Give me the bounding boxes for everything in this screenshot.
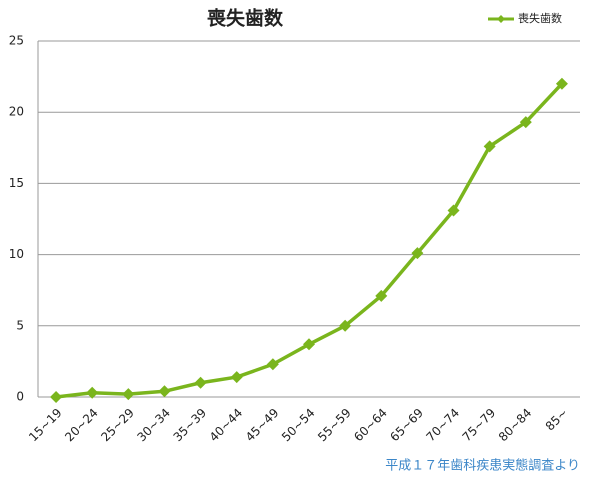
point-marker (194, 376, 207, 389)
point-marker (555, 77, 568, 90)
point-marker (50, 391, 63, 403)
y-tick-label: 25 (9, 34, 24, 48)
point-marker (339, 319, 352, 332)
x-tick-label: 60~64 (351, 406, 390, 445)
point-marker (158, 385, 171, 398)
legend-label: 喪失歯数 (518, 11, 562, 25)
x-tick-label: 75~79 (460, 406, 499, 445)
x-tick-label: 20~24 (62, 406, 101, 445)
source-note: 平成１７年歯科疾患実態調査より (385, 458, 580, 474)
point-marker (266, 358, 279, 371)
x-tick-label: 25~29 (98, 406, 137, 445)
point-marker (86, 386, 99, 399)
y-tick-label: 15 (9, 176, 24, 190)
point-marker (230, 371, 243, 384)
x-tick-label: 45~49 (243, 406, 282, 445)
point-marker (447, 204, 460, 217)
point-marker (483, 140, 496, 153)
y-tick-label: 0 (16, 390, 24, 404)
x-tick-label: 15~19 (26, 406, 65, 445)
x-tick-label: 40~44 (207, 406, 246, 445)
legend-marker (497, 15, 505, 23)
point-marker (122, 388, 135, 401)
x-tick-label: 65~69 (387, 406, 426, 445)
point-marker (519, 116, 532, 129)
point-marker (303, 338, 315, 351)
y-tick-label: 20 (9, 105, 24, 119)
x-tick-label: 70~74 (424, 406, 463, 445)
x-tick-label: 80~84 (496, 406, 535, 445)
y-tick-label: 10 (9, 247, 24, 261)
point-marker (411, 247, 424, 260)
x-tick-label: 85~ (543, 406, 571, 434)
x-tick-label: 30~34 (134, 406, 173, 445)
x-tick-label: 35~39 (171, 406, 210, 445)
x-tick-label: 55~59 (315, 406, 354, 445)
chart-title: 喪失歯数 (207, 7, 284, 30)
y-tick-label: 5 (16, 318, 24, 332)
point-marker (375, 289, 388, 302)
x-tick-label: 50~54 (279, 406, 318, 445)
